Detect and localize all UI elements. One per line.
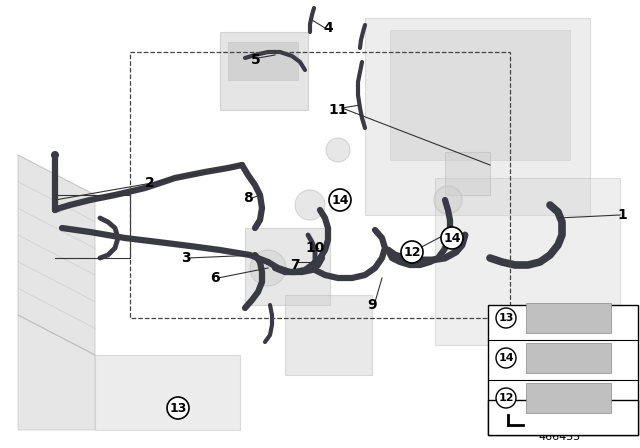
- Text: 14: 14: [498, 353, 514, 363]
- Bar: [488, 305, 638, 435]
- Circle shape: [329, 189, 351, 211]
- Circle shape: [167, 397, 189, 419]
- Text: 4: 4: [323, 21, 333, 35]
- Bar: [526, 343, 611, 373]
- Text: 2: 2: [145, 176, 155, 190]
- Bar: [526, 303, 611, 333]
- Polygon shape: [445, 152, 490, 195]
- Text: 7: 7: [290, 258, 300, 272]
- Text: 466455: 466455: [539, 432, 581, 442]
- Bar: [526, 383, 611, 413]
- Circle shape: [496, 388, 516, 408]
- Circle shape: [51, 151, 59, 159]
- Circle shape: [441, 227, 463, 249]
- Polygon shape: [365, 18, 590, 215]
- Circle shape: [326, 138, 350, 162]
- Polygon shape: [95, 355, 240, 430]
- Text: 5: 5: [251, 53, 261, 67]
- Text: 8: 8: [243, 191, 253, 205]
- Text: 12: 12: [499, 393, 514, 403]
- Polygon shape: [18, 315, 95, 430]
- Text: 14: 14: [332, 194, 349, 207]
- Text: 3: 3: [181, 251, 191, 265]
- Text: 12: 12: [403, 246, 420, 258]
- Text: 9: 9: [367, 298, 377, 312]
- Polygon shape: [285, 295, 372, 375]
- Circle shape: [496, 348, 516, 368]
- Circle shape: [401, 241, 423, 263]
- Circle shape: [295, 190, 325, 220]
- Text: 13: 13: [170, 401, 187, 414]
- Bar: [130, 52, 510, 318]
- Circle shape: [496, 308, 516, 328]
- Polygon shape: [390, 30, 570, 160]
- Text: 6: 6: [210, 271, 220, 285]
- Polygon shape: [435, 178, 620, 345]
- Circle shape: [250, 250, 286, 286]
- Polygon shape: [220, 32, 308, 110]
- Polygon shape: [228, 42, 298, 80]
- Text: 10: 10: [305, 241, 324, 255]
- Text: 13: 13: [499, 313, 514, 323]
- Text: 11: 11: [328, 103, 348, 117]
- Bar: [488, 400, 638, 435]
- Text: 1: 1: [617, 208, 627, 222]
- Polygon shape: [18, 155, 95, 355]
- Circle shape: [434, 186, 462, 214]
- Text: 14: 14: [444, 232, 461, 245]
- Polygon shape: [245, 228, 330, 305]
